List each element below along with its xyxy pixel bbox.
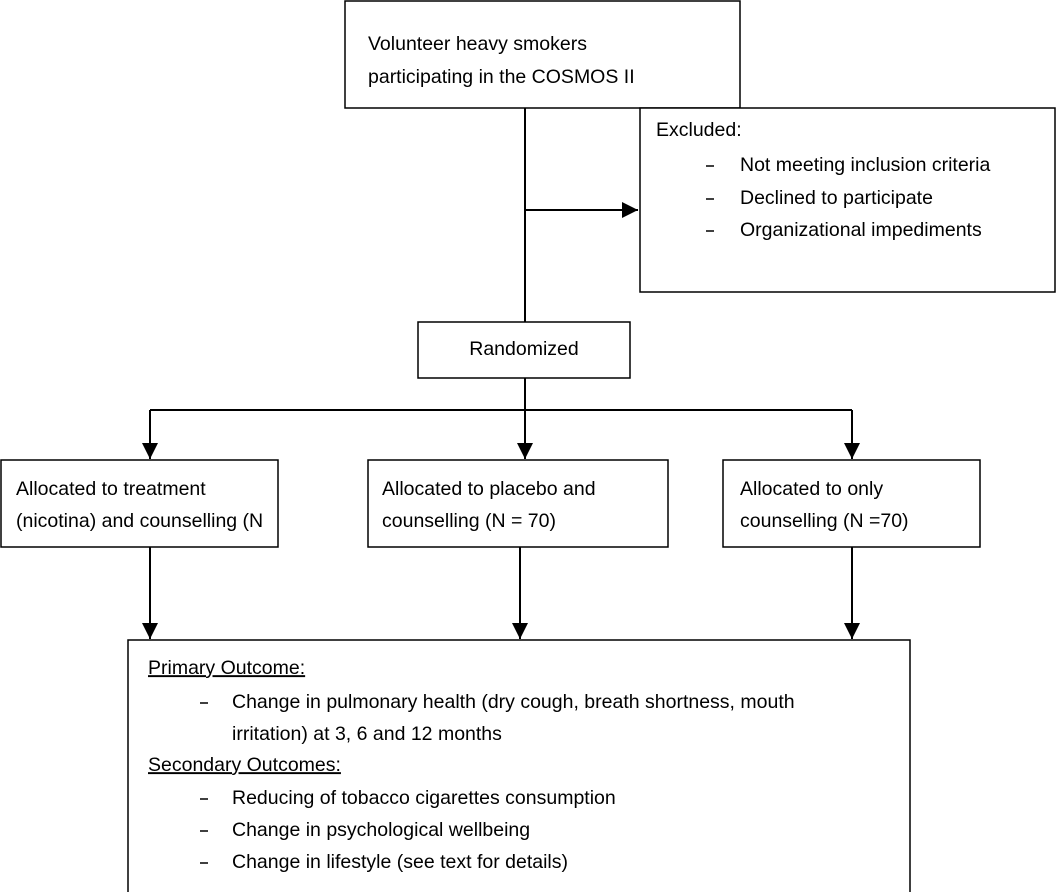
- list-item: Reducing of tobacco cigarettes consumpti…: [232, 787, 616, 809]
- connectors: [142, 108, 860, 639]
- list-item: Organizational impediments: [740, 219, 982, 241]
- section-heading: Primary Outcome:: [148, 657, 305, 679]
- box: [639, 107, 1056, 293]
- list-item: Change in lifestyle (see text for detail…: [232, 851, 568, 873]
- node-text: Randomized: [469, 338, 578, 360]
- box: [0, 459, 279, 548]
- list-item: Declined to participate: [740, 187, 933, 209]
- node-text: participating in the COSMOS II: [368, 66, 635, 88]
- list-item: irritation) at 3, 6 and 12 months: [232, 723, 502, 745]
- node-title: Excluded:: [656, 119, 742, 141]
- box: [127, 639, 911, 892]
- node-text: (nicotina) and counselling (N: [16, 510, 263, 532]
- section-heading: Secondary Outcomes:: [148, 754, 341, 776]
- box: [367, 459, 669, 548]
- list-item: Change in pulmonary health (dry cough, b…: [232, 691, 795, 713]
- list-item: Change in psychological wellbeing: [232, 819, 530, 841]
- box: [417, 321, 631, 379]
- node-text: counselling (N = 70): [382, 510, 556, 532]
- node-text: Volunteer heavy smokers: [368, 33, 587, 55]
- box: [722, 459, 981, 548]
- node-text: Allocated to only: [740, 478, 883, 500]
- node-text: Allocated to treatment: [16, 478, 206, 500]
- box: [344, 0, 741, 109]
- node-text: Allocated to placebo and: [382, 478, 596, 500]
- list-item: Not meeting inclusion criteria: [740, 154, 991, 176]
- node-text: counselling (N =70): [740, 510, 909, 532]
